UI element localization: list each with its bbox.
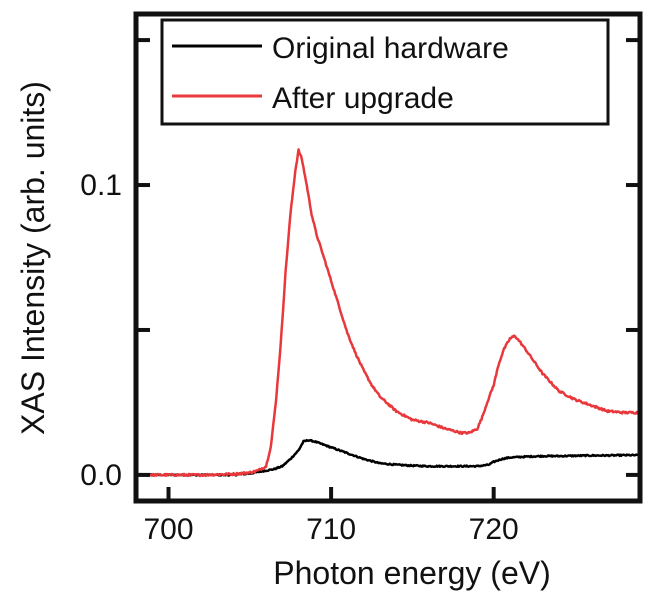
legend-box (160, 18, 610, 126)
y-tick-label: 0.1 (80, 169, 122, 202)
x-tick-label: 700 (143, 513, 193, 546)
x-tick-label: 710 (306, 513, 356, 546)
y-axis-title: XAS Intensity (arb. units) (15, 81, 51, 435)
series-line-after-upgrade (136, 148, 640, 478)
legend-label-original: Original hardware (272, 32, 509, 65)
plot-frame (133, 11, 643, 504)
series-layer (136, 148, 640, 478)
series-line-original-hardware (136, 438, 640, 477)
legend-label-after: After upgrade (272, 82, 454, 115)
x-tick-label: 720 (469, 513, 519, 546)
x-axis-title: Photon energy (eV) (273, 555, 551, 591)
legend: Original hardware After upgrade (160, 18, 610, 126)
ticks-layer: 700 710 720 0.0 0.1 (80, 38, 640, 546)
y-tick-label: 0.0 (80, 459, 122, 492)
